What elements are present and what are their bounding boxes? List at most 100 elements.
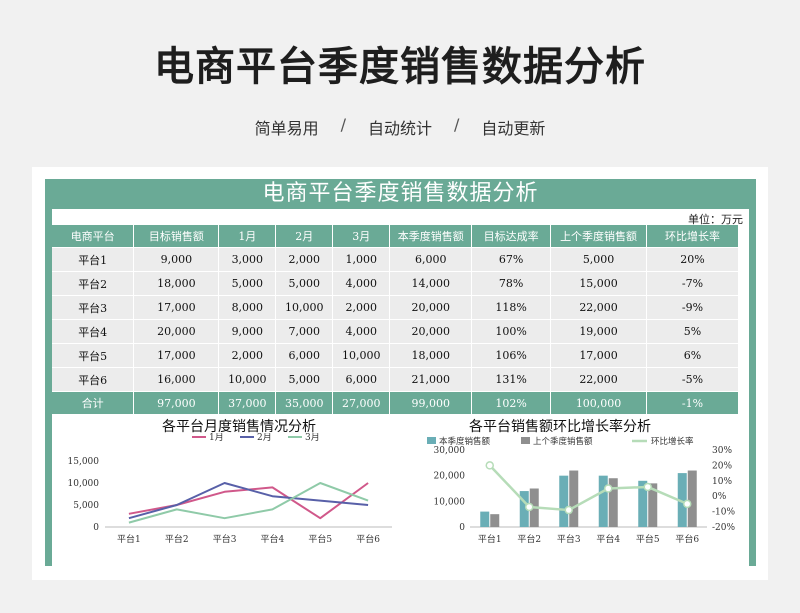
table-cell: 106% bbox=[471, 343, 552, 368]
combo-chart-title: 各平台销售额环比增长率分析 bbox=[469, 419, 651, 435]
col-header: 2月 bbox=[275, 225, 334, 248]
table-cell: -9% bbox=[646, 295, 739, 320]
table-row: 平台4 20,000 9,000 7,000 4,000 20,000 100%… bbox=[52, 319, 739, 344]
y2-tick-label: 30% bbox=[712, 446, 732, 456]
y-tick-label: 15,000 bbox=[68, 457, 100, 467]
feature-tags: 简单易用 / 自动统计 / 自动更新 bbox=[0, 115, 800, 139]
y-tick-label: 5,000 bbox=[73, 501, 99, 511]
table-cell: 平台5 bbox=[52, 343, 135, 368]
sales-table: 电商平台 目标销售额 1月 2月 3月 本季度销售额 目标达成率 上个季度销售额… bbox=[52, 225, 739, 414]
bar-previous-quarter bbox=[687, 470, 697, 527]
table-cell: 5,000 bbox=[275, 367, 334, 392]
growth-rate-point bbox=[683, 499, 692, 509]
table-cell: 99,000 bbox=[389, 391, 473, 414]
table-cell: 35,000 bbox=[275, 391, 334, 414]
x-tick-label: 平台2 bbox=[517, 533, 541, 545]
table-cell: 102% bbox=[471, 391, 552, 414]
table-cell: -1% bbox=[646, 391, 739, 414]
table-cell: 平台3 bbox=[52, 295, 135, 320]
table-cell: 67% bbox=[471, 247, 552, 272]
table-cell: 19,000 bbox=[550, 319, 648, 344]
series-line-2月 bbox=[128, 482, 369, 520]
table-cell: 4,000 bbox=[332, 271, 391, 296]
table-cell: 4,000 bbox=[332, 319, 391, 344]
table-cell: 5% bbox=[646, 319, 739, 344]
y2-tick-label: -10% bbox=[712, 508, 735, 518]
growth-rate-point bbox=[604, 484, 613, 493]
y-tick-label: 20,000 bbox=[434, 472, 466, 482]
table-cell: 20,000 bbox=[389, 295, 473, 320]
growth-rate-point bbox=[525, 502, 534, 512]
line-chart-title: 各平台月度销售情况分析 bbox=[162, 419, 316, 435]
x-tick-label: 平台2 bbox=[165, 533, 189, 545]
x-tick-label: 平台4 bbox=[596, 533, 620, 545]
table-cell: 3,000 bbox=[218, 247, 277, 272]
tag-auto-stats: 自动统计 bbox=[367, 119, 432, 138]
table-cell: 10,000 bbox=[332, 343, 391, 368]
table-cell: 合计 bbox=[52, 391, 135, 414]
table-cell: 10,000 bbox=[218, 367, 277, 392]
bar-current-quarter bbox=[598, 475, 608, 527]
col-header: 本季度销售额 bbox=[389, 225, 473, 248]
table-cell: 5,000 bbox=[218, 271, 277, 296]
growth-rate-point bbox=[485, 461, 494, 470]
x-tick-label: 平台1 bbox=[478, 533, 502, 545]
x-tick-label: 平台3 bbox=[557, 533, 581, 545]
col-header: 上个季度销售额 bbox=[550, 225, 648, 248]
table-cell: 118% bbox=[471, 295, 552, 320]
table-cell: 5,000 bbox=[550, 247, 648, 272]
sheet-title: 电商平台季度销售数据分析 bbox=[262, 181, 539, 206]
table-cell: 9,000 bbox=[218, 319, 277, 344]
table-cell: 18,000 bbox=[389, 343, 473, 368]
growth-rate-point bbox=[564, 505, 573, 515]
col-header: 目标销售额 bbox=[133, 225, 220, 248]
spreadsheet-preview: 电商平台季度销售数据分析 单位：万元 电商平台 目标销售额 1月 2月 3月 本… bbox=[32, 167, 768, 580]
total-row: 合计 97,000 37,000 35,000 27,000 99,000 10… bbox=[52, 391, 739, 414]
y-tick-label: 0 bbox=[459, 523, 465, 533]
table-cell: 9,000 bbox=[133, 247, 220, 272]
table-cell: 6,000 bbox=[332, 367, 391, 392]
table-cell: 37,000 bbox=[218, 391, 277, 414]
table-cell: 97,000 bbox=[133, 391, 220, 414]
y-tick-label: 10,000 bbox=[68, 479, 100, 489]
table-cell: 2,000 bbox=[332, 295, 391, 320]
bar-previous-quarter bbox=[569, 470, 579, 527]
bar-previous-quarter bbox=[608, 478, 618, 527]
table-cell: 6,000 bbox=[275, 343, 334, 368]
bar-current-quarter bbox=[519, 491, 529, 527]
bar-previous-quarter bbox=[490, 514, 500, 527]
table-cell: 100% bbox=[471, 319, 552, 344]
table-cell: 平台2 bbox=[52, 271, 135, 296]
table-cell: 21,000 bbox=[389, 367, 473, 392]
sheet-frame: 电商平台季度销售数据分析 单位：万元 电商平台 目标销售额 1月 2月 3月 本… bbox=[45, 179, 756, 566]
table-cell: 100,000 bbox=[550, 391, 648, 414]
y2-tick-label: 20% bbox=[712, 461, 732, 471]
growth-rate-line bbox=[488, 464, 688, 512]
table-row: 平台1 9,000 3,000 2,000 1,000 6,000 67% 5,… bbox=[52, 247, 739, 272]
y-tick-label: 10,000 bbox=[434, 497, 466, 507]
table-cell: 5,000 bbox=[275, 271, 334, 296]
table-cell: 平台6 bbox=[52, 367, 135, 392]
x-tick-label: 平台4 bbox=[261, 533, 285, 545]
table-cell: -5% bbox=[646, 367, 739, 392]
table-cell: 17,000 bbox=[550, 343, 648, 368]
table-cell: 27,000 bbox=[332, 391, 391, 414]
tag-auto-update: 自动更新 bbox=[481, 119, 546, 138]
col-header: 目标达成率 bbox=[471, 225, 552, 248]
table-cell: 6% bbox=[646, 343, 739, 368]
x-tick-label: 平台5 bbox=[636, 533, 660, 545]
legend-swatch bbox=[427, 437, 436, 444]
table-cell: 15,000 bbox=[550, 271, 648, 296]
table-row: 平台6 16,000 10,000 5,000 6,000 21,000 131… bbox=[52, 367, 739, 392]
table-row: 平台5 17,000 2,000 6,000 10,000 18,000 106… bbox=[52, 343, 739, 368]
legend-label: 1月 bbox=[209, 433, 224, 443]
legend-label: 3月 bbox=[305, 433, 320, 443]
table-cell: 22,000 bbox=[550, 367, 648, 392]
x-tick-label: 平台1 bbox=[117, 533, 141, 545]
table-row: 平台3 17,000 8,000 10,000 2,000 20,000 118… bbox=[52, 295, 739, 320]
page-title: 电商平台季度销售数据分析 bbox=[154, 44, 646, 90]
table-cell: 2,000 bbox=[275, 247, 334, 272]
bar-current-quarter bbox=[480, 511, 490, 527]
series-line-3月 bbox=[128, 482, 369, 524]
x-tick-label: 平台3 bbox=[213, 533, 237, 545]
